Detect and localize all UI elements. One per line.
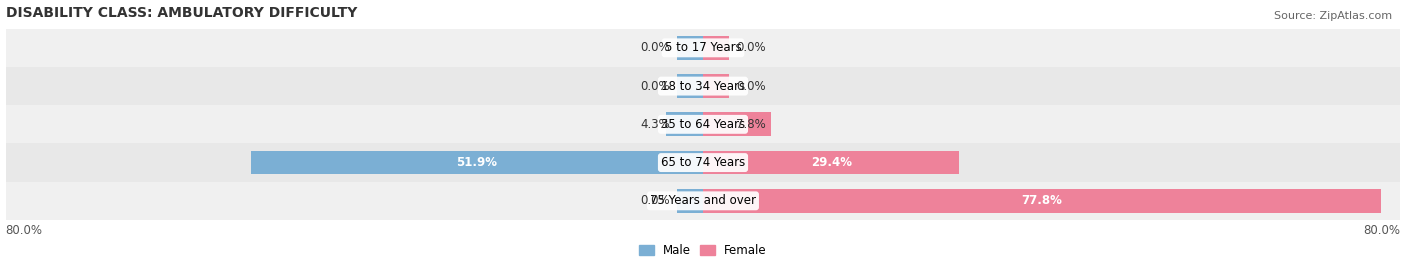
Bar <box>665 112 703 136</box>
Text: 35 to 64 Years: 35 to 64 Years <box>661 118 745 131</box>
Text: 0.0%: 0.0% <box>640 80 669 93</box>
Text: 5 to 17 Years: 5 to 17 Years <box>665 41 741 54</box>
Text: 51.9%: 51.9% <box>457 156 498 169</box>
Text: 80.0%: 80.0% <box>6 224 42 237</box>
Bar <box>676 189 703 213</box>
Bar <box>676 36 703 60</box>
Bar <box>703 151 959 174</box>
Bar <box>703 112 770 136</box>
Text: DISABILITY CLASS: AMBULATORY DIFFICULTY: DISABILITY CLASS: AMBULATORY DIFFICULTY <box>6 6 357 20</box>
Bar <box>6 29 1400 67</box>
Text: 7.8%: 7.8% <box>737 118 766 131</box>
Text: 0.0%: 0.0% <box>640 194 669 207</box>
Text: 0.0%: 0.0% <box>737 41 766 54</box>
Text: Source: ZipAtlas.com: Source: ZipAtlas.com <box>1274 11 1392 21</box>
Legend: Male, Female: Male, Female <box>634 239 772 262</box>
Bar <box>6 105 1400 143</box>
Bar <box>250 151 703 174</box>
Text: 29.4%: 29.4% <box>811 156 852 169</box>
Bar <box>6 143 1400 182</box>
Text: 65 to 74 Years: 65 to 74 Years <box>661 156 745 169</box>
Bar <box>6 67 1400 105</box>
Bar <box>703 74 730 98</box>
Text: 0.0%: 0.0% <box>737 80 766 93</box>
Bar <box>6 182 1400 220</box>
Text: 4.3%: 4.3% <box>640 118 669 131</box>
Bar <box>703 189 1381 213</box>
Text: 77.8%: 77.8% <box>1022 194 1063 207</box>
Text: 18 to 34 Years: 18 to 34 Years <box>661 80 745 93</box>
Bar <box>703 36 730 60</box>
Text: 80.0%: 80.0% <box>1364 224 1400 237</box>
Text: 75 Years and over: 75 Years and over <box>650 194 756 207</box>
Text: 0.0%: 0.0% <box>640 41 669 54</box>
Bar <box>676 74 703 98</box>
